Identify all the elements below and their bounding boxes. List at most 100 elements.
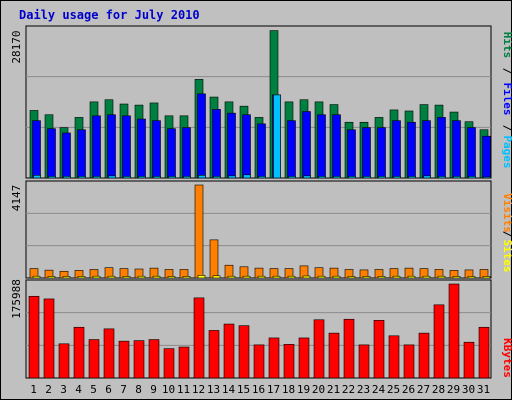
kbytes-bar	[328, 332, 340, 379]
pages-bar	[273, 94, 281, 179]
legend-kbytes-group: KBytes	[501, 338, 512, 378]
sites-bar	[212, 275, 221, 279]
legend-files: Files	[501, 82, 512, 115]
pages-bar	[198, 175, 206, 179]
files-bar	[167, 128, 176, 179]
pages-bar	[48, 176, 56, 179]
x-tick-label: 1	[30, 383, 37, 396]
chart-title: Daily usage for July 2010	[19, 8, 200, 22]
kbytes-bar	[463, 341, 475, 379]
files-bar	[332, 114, 341, 179]
files-bar	[32, 120, 41, 179]
sites-bar	[377, 276, 386, 279]
files-bar	[422, 120, 431, 179]
files-bar	[407, 121, 416, 179]
kbytes-bar	[433, 304, 445, 379]
x-tick-label: 23	[357, 383, 370, 396]
legend-visits: Visits	[501, 193, 512, 233]
kbytes-bar	[58, 343, 70, 379]
pages-bar	[63, 176, 71, 179]
x-tick-label: 11	[177, 383, 190, 396]
kbytes-bar	[118, 340, 130, 379]
sites-bar	[92, 275, 101, 279]
files-bar	[137, 118, 146, 179]
files-bar	[212, 109, 221, 179]
files-bar	[482, 135, 491, 179]
visits-sites-panel	[25, 180, 492, 279]
files-bar	[377, 127, 386, 179]
files-bar	[197, 93, 206, 179]
legend-hits-files-pages: Pages / Files / Hits	[501, 32, 512, 169]
files-bar	[152, 120, 161, 179]
pages-bar	[153, 176, 161, 179]
pages-bar	[453, 176, 461, 179]
pages-bar	[468, 176, 476, 179]
kbytes-bar	[238, 325, 250, 379]
x-tick-label: 26	[402, 383, 415, 396]
x-tick-label: 22	[342, 383, 355, 396]
files-bar	[437, 117, 446, 179]
pages-bar	[333, 176, 341, 179]
x-tick-label: 15	[237, 383, 250, 396]
files-bar	[122, 115, 131, 179]
x-tick-label: 3	[60, 383, 67, 396]
files-bar	[62, 132, 71, 179]
pages-bar	[438, 176, 446, 179]
x-tick-label: 5	[90, 383, 97, 396]
x-tick-label: 14	[222, 383, 236, 396]
x-tick-label: 16	[252, 383, 265, 396]
files-bar	[317, 114, 326, 179]
pages-bar	[318, 176, 326, 179]
pages-bar	[138, 176, 146, 179]
sites-bar	[242, 275, 251, 279]
pages-bar	[378, 176, 386, 179]
pages-bar	[228, 175, 236, 179]
x-tick-label: 31	[477, 383, 490, 396]
files-bar	[227, 112, 236, 179]
sites-bar	[452, 276, 461, 279]
x-tick-label: 9	[150, 383, 157, 396]
sites-bar	[107, 275, 116, 279]
kbytes-bar	[28, 295, 40, 379]
x-tick-label: 21	[327, 383, 340, 396]
x-tick-label: 30	[462, 383, 475, 396]
kbytes-bar	[313, 319, 325, 379]
legend-hits: Hits	[501, 32, 512, 59]
pages-bar	[78, 176, 86, 179]
x-tick-label: 7	[120, 383, 127, 396]
sites-bar	[467, 276, 476, 279]
x-tick-label: 10	[162, 383, 175, 396]
sites-bar	[62, 276, 71, 279]
sites-bar	[302, 275, 311, 279]
kbytes-bar	[283, 344, 295, 379]
kbytes-bar	[103, 328, 115, 379]
x-tick-label: 6	[105, 383, 112, 396]
legend-sites: Sites	[501, 239, 512, 272]
x-tick-label: 19	[297, 383, 310, 396]
sites-bar	[257, 275, 266, 279]
pages-bar	[363, 176, 371, 179]
visits-bar	[209, 239, 219, 279]
kbytes-bar	[208, 330, 220, 379]
sites-bar	[197, 275, 206, 279]
x-tick-label: 25	[387, 383, 400, 396]
x-tick-label: 4	[75, 383, 82, 396]
kbytes-bar	[373, 320, 385, 379]
sites-bar	[77, 276, 86, 279]
x-tick-label: 18	[282, 383, 295, 396]
pages-bar	[483, 176, 491, 179]
visits-bar	[194, 184, 204, 279]
x-tick-label: 24	[372, 383, 386, 396]
sites-bar	[32, 275, 41, 279]
x-tick-label: 2	[45, 383, 52, 396]
y-max-label-hits: 28170	[10, 30, 23, 63]
visits-plot-area	[25, 180, 492, 279]
x-tick-label: 12	[192, 383, 205, 396]
kbytes-bar	[418, 332, 430, 379]
x-tick-label: 13	[207, 383, 220, 396]
kbytes-bar	[163, 348, 175, 379]
x-tick-label: 8	[135, 383, 142, 396]
files-bar	[77, 129, 86, 179]
sites-bar	[392, 275, 401, 279]
